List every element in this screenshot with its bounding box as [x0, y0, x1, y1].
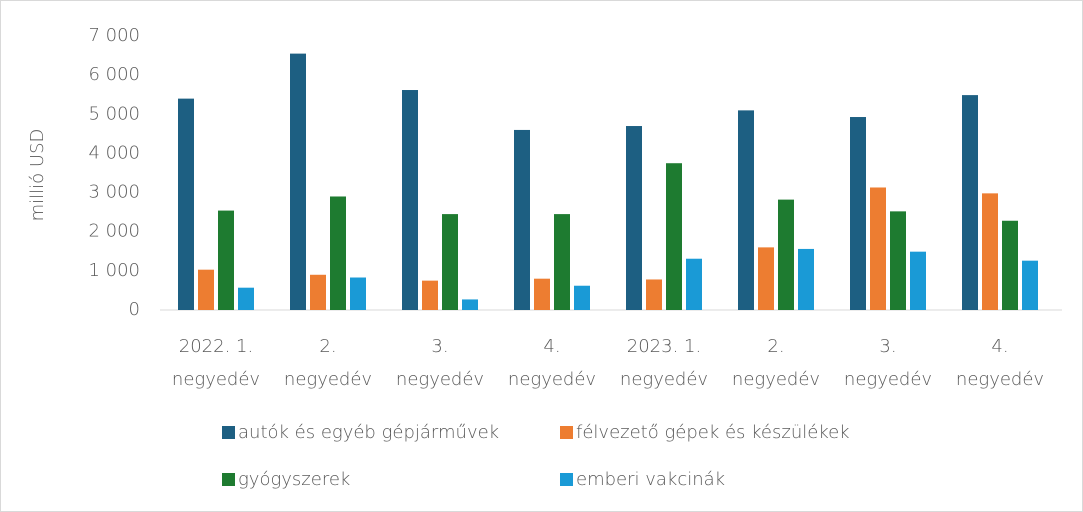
- bar: [890, 211, 906, 310]
- y-axis-title: millió USD: [27, 129, 48, 222]
- bar: [910, 251, 926, 310]
- bar: [738, 110, 754, 310]
- x-tick-label: 4.: [991, 336, 1008, 357]
- bar: [218, 210, 234, 310]
- x-tick-label: 3.: [431, 336, 448, 357]
- bar: [402, 90, 418, 310]
- x-tick-label: negyedév: [508, 369, 596, 390]
- bar: [350, 277, 366, 310]
- bar: [1022, 260, 1038, 310]
- bar: [238, 287, 254, 310]
- bar: [534, 278, 550, 310]
- y-tick-label: 0: [129, 299, 140, 320]
- x-tick-label: 2022. 1.: [179, 336, 253, 357]
- bar: [574, 285, 590, 310]
- bar: [198, 269, 214, 310]
- x-tick-label: negyedév: [620, 369, 708, 390]
- x-tick-label: negyedév: [396, 369, 484, 390]
- x-tick-label: 4.: [543, 336, 560, 357]
- x-tick-label: negyedév: [284, 369, 372, 390]
- bar: [554, 214, 570, 310]
- y-tick-label: 3 000: [88, 182, 140, 203]
- bar: [422, 280, 438, 310]
- bar: [310, 274, 326, 310]
- bar: [442, 214, 458, 310]
- bar: [666, 163, 682, 310]
- legend-swatch: [222, 473, 235, 486]
- x-tick-label: 3.: [879, 336, 896, 357]
- bar: [870, 187, 886, 310]
- bar: [646, 279, 662, 310]
- bar: [962, 95, 978, 310]
- y-tick-label: 2 000: [88, 221, 140, 242]
- legend-label: autók és egyéb gépjárművek: [238, 422, 499, 443]
- bar: [982, 193, 998, 310]
- bar: [1002, 220, 1018, 310]
- bar: [850, 117, 866, 310]
- y-tick-label: 4 000: [88, 142, 140, 163]
- bar: [330, 196, 346, 310]
- legend-swatch: [222, 426, 235, 439]
- bar: [290, 53, 306, 310]
- bar: [686, 258, 702, 310]
- legend-label: gyógyszerek: [238, 469, 350, 490]
- y-tick-label: 5 000: [88, 103, 140, 124]
- x-tick-label: 2.: [319, 336, 336, 357]
- bar: [462, 299, 478, 310]
- x-tick-label: negyedév: [844, 369, 932, 390]
- bar: [798, 248, 814, 310]
- x-tick-label: negyedév: [956, 369, 1044, 390]
- bar: [758, 247, 774, 310]
- bar: [514, 129, 530, 310]
- legend-swatch: [560, 473, 573, 486]
- legend-label: emberi vakcinák: [576, 469, 725, 490]
- legend-label: félvezető gépek és készülékek: [576, 422, 850, 443]
- y-tick-label: 6 000: [88, 64, 140, 85]
- x-tick-label: negyedév: [172, 369, 260, 390]
- bar: [178, 98, 194, 310]
- x-tick-label: 2.: [767, 336, 784, 357]
- bar: [626, 126, 642, 311]
- x-tick-label: 2023. 1.: [627, 336, 701, 357]
- y-tick-label: 7 000: [88, 25, 140, 46]
- x-tick-label: negyedév: [732, 369, 820, 390]
- y-tick-label: 1 000: [88, 260, 140, 281]
- legend-swatch: [560, 426, 573, 439]
- bar: [778, 199, 794, 310]
